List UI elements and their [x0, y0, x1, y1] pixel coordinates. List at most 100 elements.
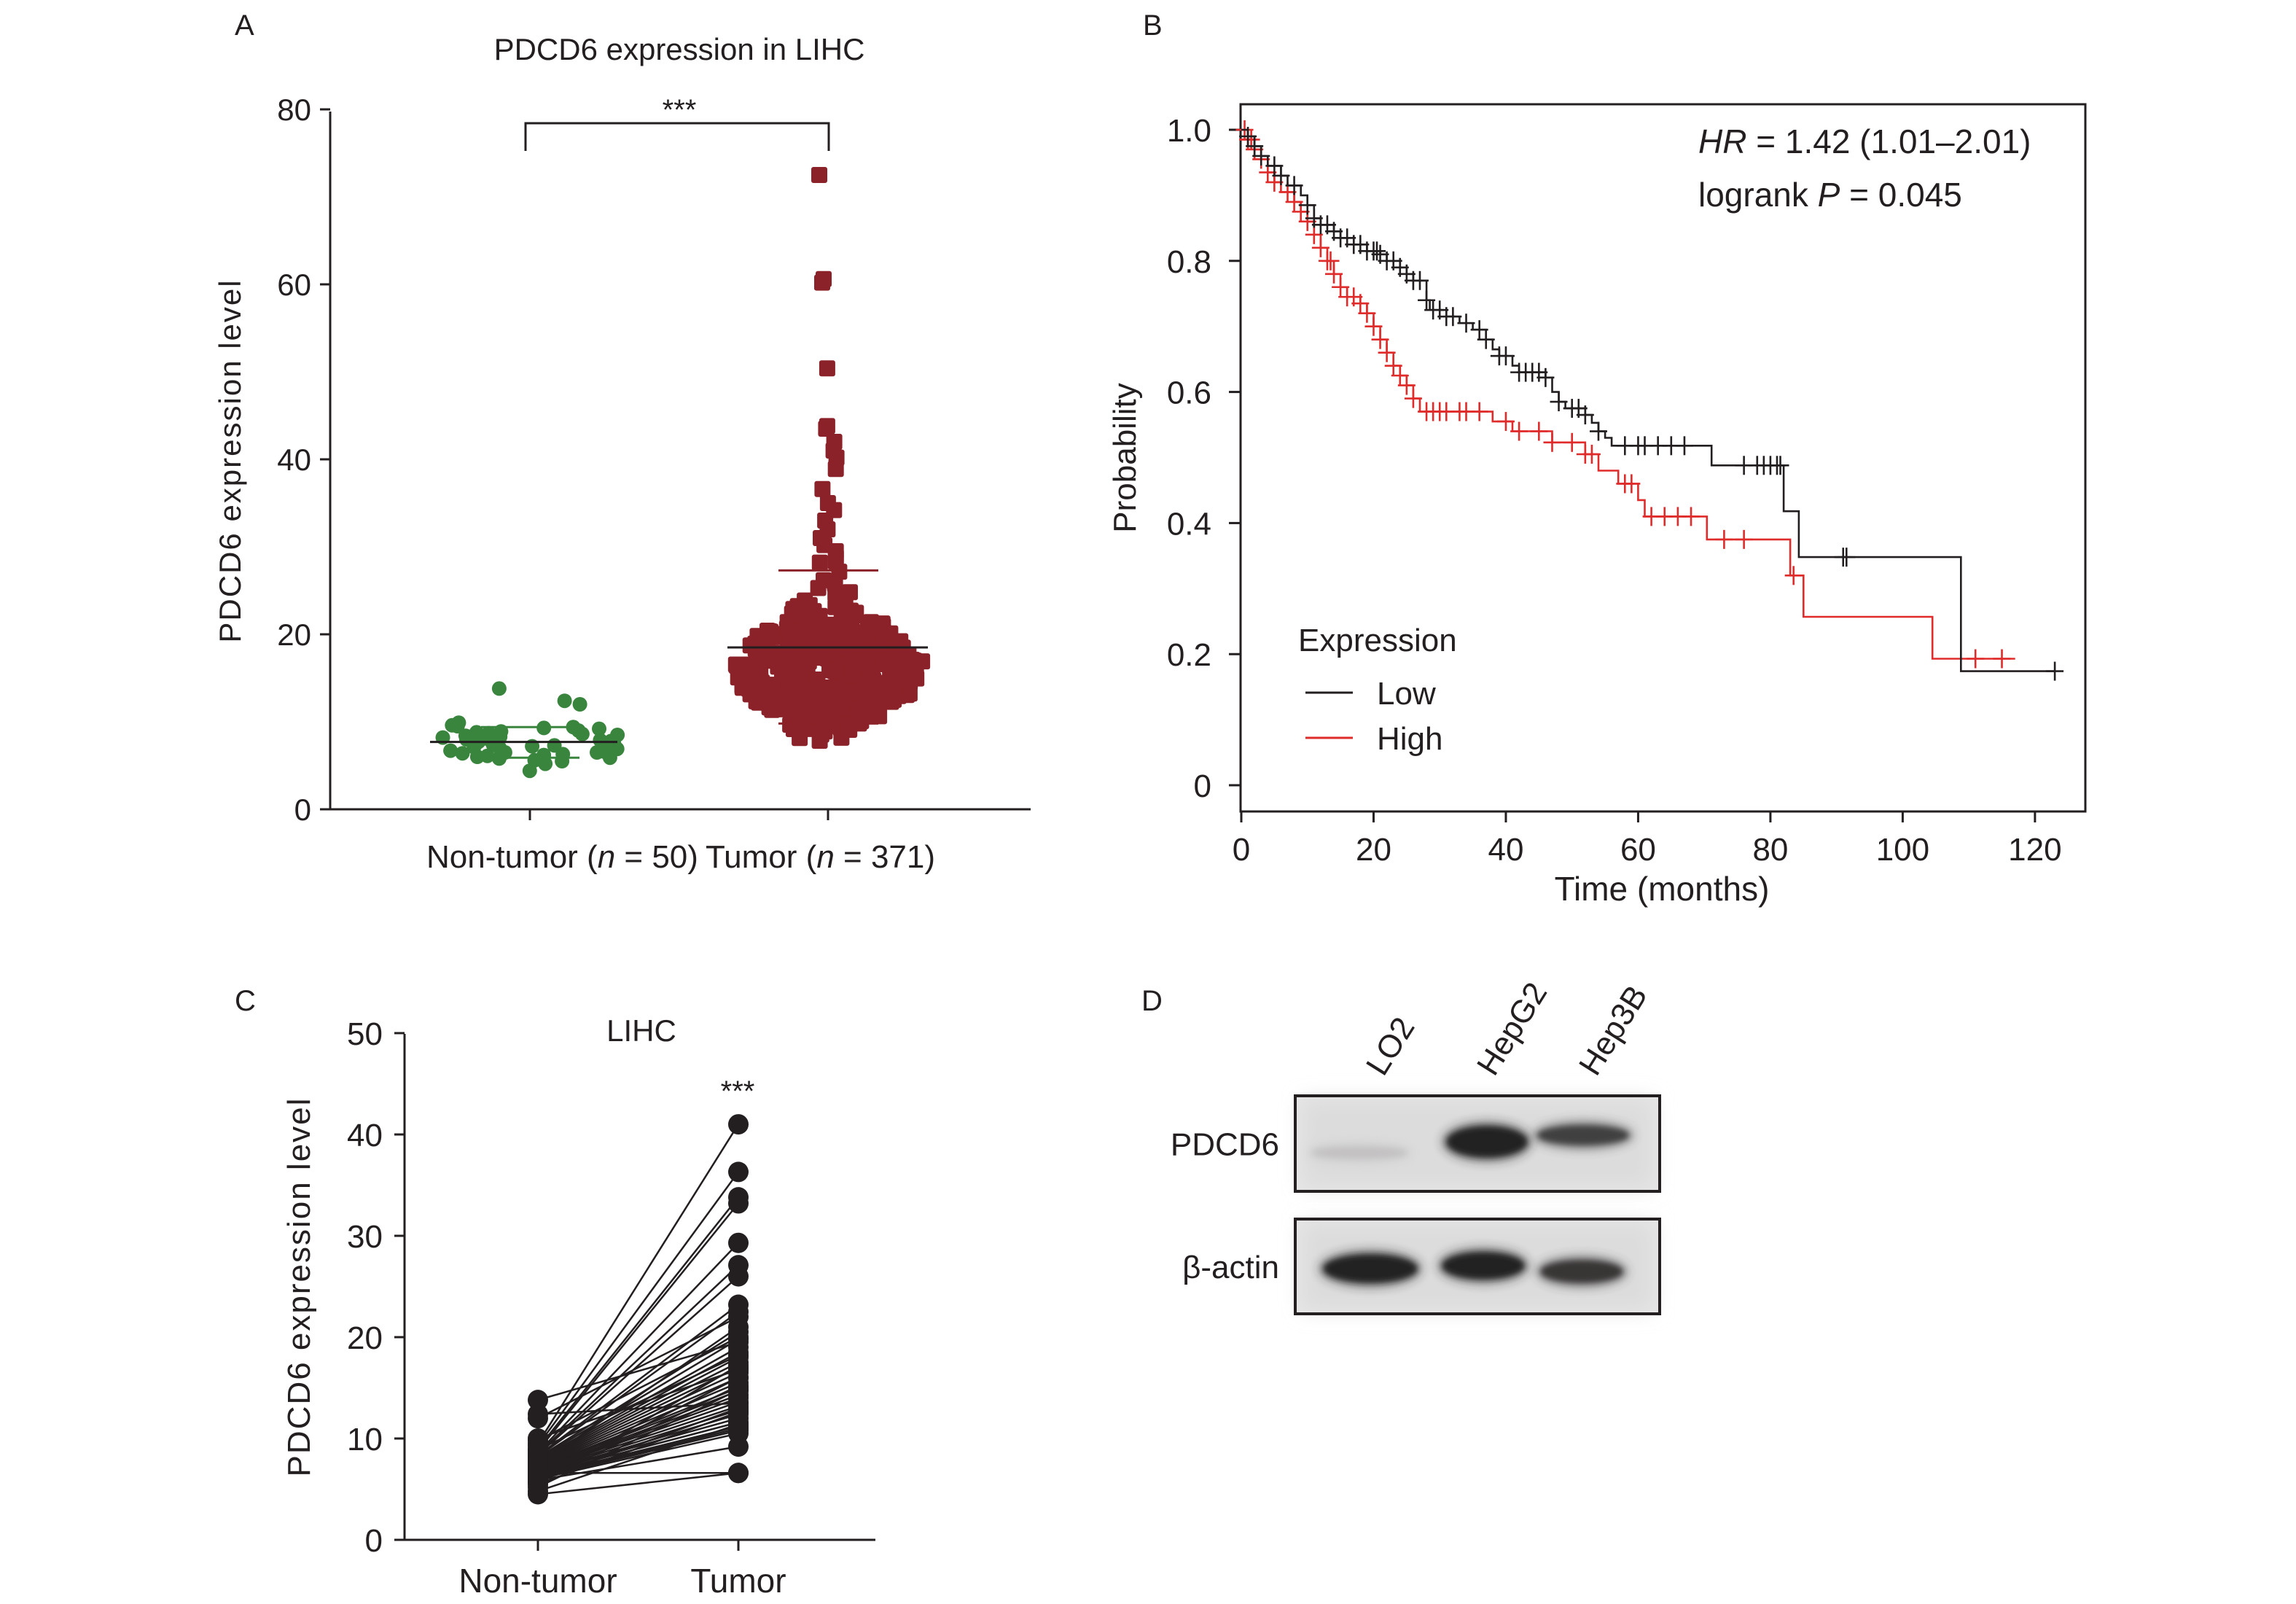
western-blots: PDCD6 β-actin — [1171, 1094, 1661, 1315]
legend-label-low: Low — [1377, 676, 1436, 712]
data-point-tumor — [813, 726, 829, 743]
data-point-tumor — [814, 274, 830, 291]
y-tick-label: 50 — [347, 1016, 383, 1052]
blot-pdcd6: PDCD6 — [1171, 1094, 1661, 1193]
hr-value: = 1.42 (1.01–2.01) — [1746, 122, 2031, 160]
xlabel-non-tumor-pre: Non-tumor ( — [426, 839, 598, 875]
xlabel-non-tumor-n: n — [598, 839, 615, 875]
data-point-tumor — [901, 685, 918, 702]
pair-line — [537, 1326, 739, 1466]
data-point-tumor — [740, 664, 756, 681]
legend-title: Expression — [1298, 623, 1457, 658]
data-point-tumor — [785, 601, 802, 618]
data-point-non-tumor — [555, 754, 570, 768]
data-point-tumor — [847, 605, 864, 622]
data-point-tumor — [765, 626, 781, 642]
data-point-tumor — [811, 648, 827, 665]
data-point-non-tumor — [538, 756, 553, 771]
data-point-tumor — [819, 360, 835, 377]
panel-c-pair-lines — [536, 1124, 740, 1495]
panel-d: D LO2 HepG2 Hep3B PDCD6 β-actin — [1141, 976, 1661, 1315]
panel-a-ylabel: PDCD6 expression level — [213, 279, 247, 642]
band-hep3b — [1537, 1126, 1629, 1145]
data-point-tumor — [751, 694, 768, 711]
p-label: P — [1818, 176, 1840, 214]
pair-line — [537, 1275, 739, 1456]
band-hepg2 — [1447, 1126, 1527, 1157]
pair-line — [537, 1385, 739, 1483]
point-tumor — [728, 1266, 749, 1287]
lane-label: HepG2 — [1470, 976, 1554, 1081]
panel-a-xlabels: Non-tumor (n = 50) Tumor (n = 371) — [426, 839, 935, 875]
data-point-tumor — [841, 722, 858, 738]
panel-a: A PDCD6 expression in LIHC PDCD6 express… — [213, 9, 1031, 875]
pair-line — [537, 1472, 739, 1495]
data-point-tumor — [857, 679, 874, 695]
y-tick-label: 0.6 — [1167, 375, 1211, 411]
y-tick-label: 0 — [1194, 768, 1211, 804]
data-point-non-tumor — [522, 763, 537, 779]
panel-c: C LIHC *** PDCD6 expression level 0 10 20 3… — [235, 985, 875, 1600]
y-tick-label: 30 — [347, 1219, 383, 1255]
pair-line — [537, 1356, 739, 1463]
point-non-tumor — [528, 1390, 548, 1411]
data-point-tumor — [764, 645, 781, 661]
data-point-non-tumor — [443, 743, 458, 758]
y-tick-label: 20 — [277, 618, 311, 652]
data-point-tumor — [843, 684, 860, 701]
data-point-tumor — [814, 480, 831, 497]
xlabel-tumor-n: n — [816, 839, 834, 875]
data-point-tumor — [808, 623, 824, 639]
xlabel-tumor-post: = 371) — [835, 839, 935, 875]
km-plot-frame — [1239, 103, 2087, 813]
pair-line — [537, 1401, 739, 1472]
logrank-prefix: logrank — [1698, 176, 1818, 214]
data-point-non-tumor — [557, 693, 572, 709]
significance-bracket: *** — [524, 94, 830, 151]
y-tick-label: 1.0 — [1167, 113, 1211, 149]
pair-line — [537, 1304, 739, 1457]
point-tumor — [728, 1114, 749, 1135]
band-hepg2 — [1442, 1253, 1524, 1279]
pair-line — [537, 1390, 739, 1470]
y-tick-label: 0.8 — [1167, 244, 1211, 280]
pair-line — [537, 1377, 739, 1480]
pair-line — [536, 1171, 740, 1447]
point-tumor — [728, 1367, 749, 1388]
y-tick-label: 20 — [347, 1320, 383, 1356]
pair-line — [537, 1311, 739, 1458]
y-tick-label: 40 — [347, 1118, 383, 1153]
data-point-tumor — [781, 646, 797, 663]
panel-c-axes: 0 10 20 30 40 50 Non-tumor Tumor — [347, 1016, 875, 1600]
panel-label-b: B — [1143, 9, 1163, 42]
point-tumor — [728, 1345, 749, 1366]
pair-line — [537, 1371, 739, 1466]
pair-line — [537, 1264, 739, 1455]
data-point-tumor — [749, 628, 766, 645]
panel-a-points — [435, 167, 931, 779]
x-tick-label: 40 — [1488, 832, 1523, 868]
y-tick-label: 10 — [347, 1422, 383, 1457]
lane-labels: LO2 HepG2 Hep3B — [1359, 976, 1655, 1081]
logrank-annotation: logrank P = 0.045 — [1698, 176, 1962, 214]
panel-a-mean-sd-lines — [430, 569, 928, 759]
hr-annotation: HR = 1.42 (1.01–2.01) — [1698, 122, 2031, 160]
point-non-tumor — [528, 1439, 548, 1460]
point-tumor — [728, 1232, 749, 1253]
pair-line — [536, 1124, 740, 1444]
blot-frame — [1294, 1094, 1661, 1193]
y-tick-label: 40 — [277, 443, 311, 477]
point-non-tumor — [528, 1468, 548, 1490]
pair-line — [537, 1202, 739, 1452]
pair-line — [537, 1445, 739, 1482]
pair-line — [537, 1423, 739, 1492]
point-tumor — [728, 1317, 749, 1338]
point-tumor — [728, 1463, 749, 1484]
pair-line — [537, 1196, 739, 1449]
data-point-non-tumor — [602, 750, 617, 766]
panel-c-title: LIHC — [606, 1013, 676, 1048]
point-non-tumor — [528, 1408, 548, 1429]
data-point-non-tumor — [590, 745, 604, 760]
panel-c-significance: *** — [721, 1075, 755, 1107]
data-point-tumor — [776, 666, 792, 682]
